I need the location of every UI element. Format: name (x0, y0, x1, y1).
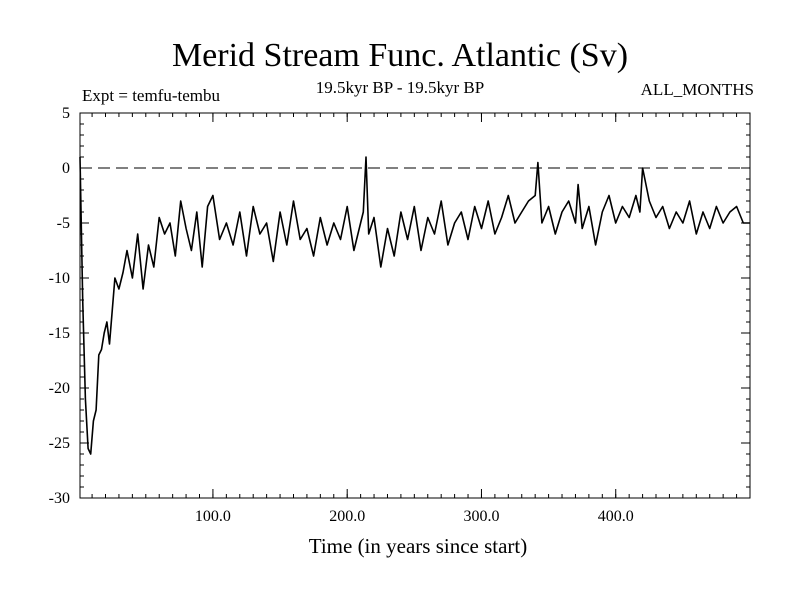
y-tick-label: -30 (49, 490, 70, 507)
experiment-label: Expt = temfu-tembu (82, 86, 221, 105)
x-tick-label: 300.0 (463, 508, 499, 525)
plot-frame (79, 112, 751, 499)
chart-subtitle: 19.5kyr BP - 19.5kyr BP (315, 78, 485, 97)
y-tick-label: -20 (49, 380, 70, 397)
chart-title: Merid Stream Func. Atlantic (Sv) (171, 37, 629, 74)
x-tick-label: 100.0 (195, 508, 231, 525)
y-tick-label: -15 (49, 325, 70, 342)
y-tick-label: -10 (49, 270, 70, 287)
series-line (79, 156, 750, 455)
y-tick-label: 0 (62, 160, 70, 177)
x-axis-label: Time (in years since start) (309, 534, 528, 558)
y-tick-label: -5 (57, 215, 70, 232)
y-tick-label: -25 (49, 435, 70, 452)
months-label: ALL_MONTHS (640, 80, 754, 99)
x-tick-label: 200.0 (329, 508, 365, 525)
x-tick-label: 400.0 (598, 508, 634, 525)
y-tick-label: 5 (62, 105, 70, 122)
